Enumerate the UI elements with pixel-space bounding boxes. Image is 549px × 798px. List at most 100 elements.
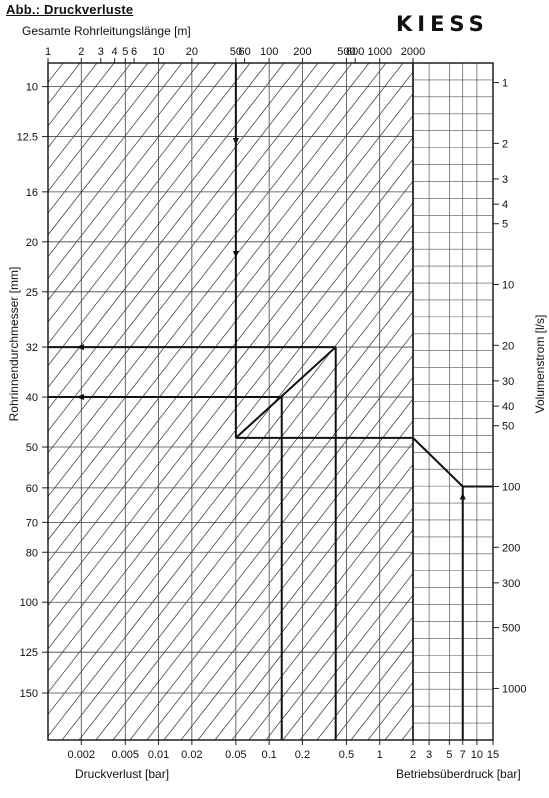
flow-tick-label: 200 — [502, 542, 520, 554]
arrow-head — [76, 344, 84, 351]
length-diagonal — [231, 507, 413, 740]
x-tick-label: 0.1 — [261, 749, 276, 761]
length-diagonal — [197, 463, 413, 740]
flow-tick-label: 500 — [502, 623, 520, 635]
flow-tick-label: 5 — [502, 219, 508, 231]
x-tick-label: 0.5 — [339, 749, 354, 761]
length-diagonal — [48, 63, 353, 454]
y-tick-label: 60 — [26, 483, 38, 495]
length-diagonal — [0, 63, 29, 740]
x-tick-label: 0.05 — [225, 749, 246, 761]
length-diagonal — [48, 63, 268, 345]
length-diagonal — [48, 63, 234, 301]
flow-tick-label: 40 — [502, 401, 514, 413]
arrow-head — [459, 492, 466, 500]
top-tick-label: 500 — [337, 46, 355, 58]
arrow-head — [232, 138, 239, 145]
top-tick-label: 4 — [112, 46, 118, 58]
y-tick-label: 20 — [26, 237, 38, 249]
diagonal-grid — [0, 63, 549, 740]
length-diagonal — [48, 136, 413, 606]
y-tick-label: 80 — [26, 547, 38, 559]
y-tick-label: 10 — [26, 82, 38, 94]
y-tick-label: 32 — [26, 342, 38, 354]
flow-tick-label: 4 — [502, 199, 508, 211]
flow-tick-label: 20 — [502, 340, 514, 352]
length-diagonal — [299, 594, 413, 740]
length-diagonal — [48, 63, 302, 389]
flow-tick-label: 3 — [502, 174, 508, 186]
length-diagonal — [48, 63, 251, 323]
top-axis-title: Gesamte Rohrleitungslänge [m] — [22, 24, 191, 38]
top-tick-label: 50 — [230, 46, 242, 58]
length-diagonal — [146, 398, 413, 740]
length-diagonal — [48, 63, 336, 432]
length-diagonal — [316, 616, 413, 740]
top-tick-label: 5 — [122, 46, 128, 58]
kiess-logo: KIESS — [396, 12, 489, 36]
y-tick-label: 50 — [26, 442, 38, 454]
flow-tick-label: 1000 — [502, 683, 526, 695]
y-tick-label: 25 — [26, 287, 38, 299]
right-x-tick-label: 3 — [426, 749, 432, 761]
length-diagonal — [48, 115, 413, 585]
length-diagonal — [48, 267, 413, 737]
figure-title: Abb.: Druckverluste — [6, 2, 134, 17]
top-tick-label: 10 — [152, 46, 164, 58]
length-diagonal — [48, 63, 387, 497]
length-diagonal — [48, 63, 183, 236]
length-diagonal — [487, 63, 549, 740]
y-tick-label: 150 — [20, 688, 38, 700]
example-flow-path — [235, 436, 493, 488]
right-x-tick-label: 2 — [410, 749, 416, 761]
length-diagonal — [48, 63, 285, 367]
arrow-head — [232, 251, 239, 258]
arrow-head — [76, 394, 84, 401]
top-tick-label: 200 — [293, 46, 311, 58]
length-diagonal — [48, 63, 370, 476]
right-x-tick-label: 5 — [446, 749, 452, 761]
length-diagonal — [248, 529, 413, 740]
flow-tick-label: 50 — [502, 421, 514, 433]
top-tick-label: 1 — [45, 46, 51, 58]
length-diagonal — [78, 311, 413, 740]
flow-tick-label: 100 — [502, 481, 520, 493]
length-diagonal — [48, 63, 166, 214]
length-diagonal — [48, 63, 149, 192]
length-diagonal — [0, 63, 12, 740]
length-diagonal — [521, 63, 549, 740]
top-tick-label: 100 — [260, 46, 278, 58]
top-tick-label: 2000 — [401, 46, 425, 58]
length-diagonal — [48, 63, 115, 149]
length-diagonal — [48, 93, 413, 563]
length-diagonal — [538, 63, 549, 740]
y-tick-label: 125 — [20, 647, 38, 659]
length-diagonal — [282, 572, 413, 740]
y-tick-label: 70 — [26, 517, 38, 529]
length-diagonal — [48, 202, 413, 672]
length-diagonal — [95, 333, 413, 740]
length-diagonal — [48, 180, 413, 650]
y-tick-label: 40 — [26, 392, 38, 404]
y-tick-label: 16 — [26, 187, 38, 199]
top-tick-label: 6 — [131, 46, 137, 58]
right-frame — [412, 62, 494, 741]
length-diagonal — [48, 63, 217, 280]
length-diagonal — [48, 63, 200, 258]
right-x-tick-label: 7 — [460, 749, 466, 761]
flow-tick-label: 1 — [502, 78, 508, 90]
length-diagonal — [48, 71, 413, 541]
flow-tick-label: 2 — [502, 138, 508, 150]
y-tick-label: 100 — [20, 597, 38, 609]
length-diagonal — [112, 354, 413, 740]
top-tick-label: 2 — [78, 46, 84, 58]
right-x-tick-label: 15 — [487, 749, 499, 761]
example-diagonal-path — [235, 346, 337, 439]
x-tick-label: 0.02 — [181, 749, 202, 761]
length-diagonal — [48, 245, 413, 715]
length-diagonal — [48, 63, 319, 410]
flow-tick-label: 30 — [502, 376, 514, 388]
x-axis-title: Druckverlust [bar] — [75, 767, 170, 781]
length-diagonal — [129, 376, 413, 740]
